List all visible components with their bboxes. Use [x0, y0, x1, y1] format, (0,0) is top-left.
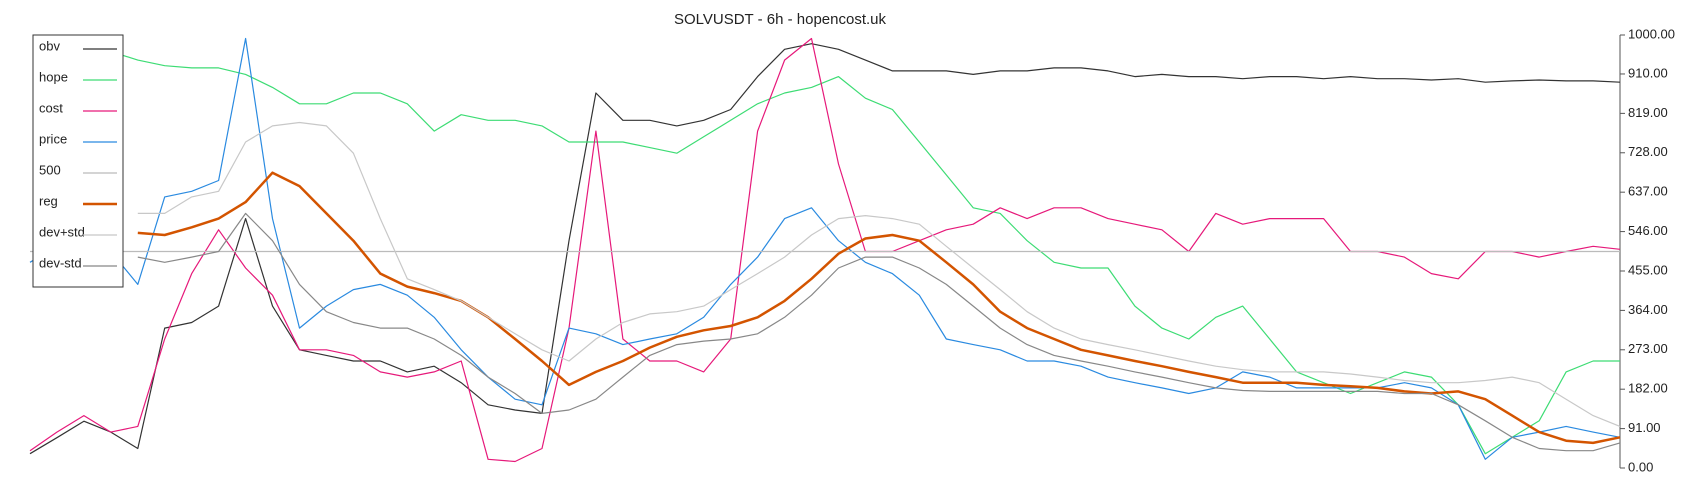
y-tick-label: 819.00 [1628, 105, 1668, 120]
legend-box [32, 34, 124, 288]
series-line [110, 50, 1620, 455]
y-tick-label: 0.00 [1628, 459, 1653, 474]
y-tick-label: 273.00 [1628, 341, 1668, 356]
y-tick-label: 728.00 [1628, 144, 1668, 159]
legend-label: hope [39, 69, 68, 84]
y-tick-label: 455.00 [1628, 262, 1668, 277]
y-tick-label: 546.00 [1628, 223, 1668, 238]
legend-label: dev-std [39, 255, 82, 270]
series-line [29, 37, 1621, 460]
series-line [137, 121, 1621, 427]
series-line [29, 43, 1621, 455]
series-line [137, 171, 1621, 445]
y-tick-label: 1000.00 [1628, 26, 1675, 41]
series-line [29, 37, 1621, 463]
legend-label: cost [39, 100, 63, 115]
legend-label: dev+std [39, 224, 85, 239]
y-tick-label: 637.00 [1628, 184, 1668, 199]
chart-title: SOLVUSDT - 6h - hopencost.uk [674, 11, 887, 28]
y-tick-label: 910.00 [1628, 65, 1668, 80]
legend-label: reg [39, 193, 58, 208]
series-line [137, 212, 1621, 452]
y-tick-label: 182.00 [1628, 381, 1668, 396]
legend-label: obv [39, 38, 60, 53]
y-tick-label: 364.00 [1628, 302, 1668, 317]
y-tick-label: 91.00 [1628, 420, 1661, 435]
legend-label: price [39, 131, 67, 146]
legend-label: 500 [39, 162, 61, 177]
